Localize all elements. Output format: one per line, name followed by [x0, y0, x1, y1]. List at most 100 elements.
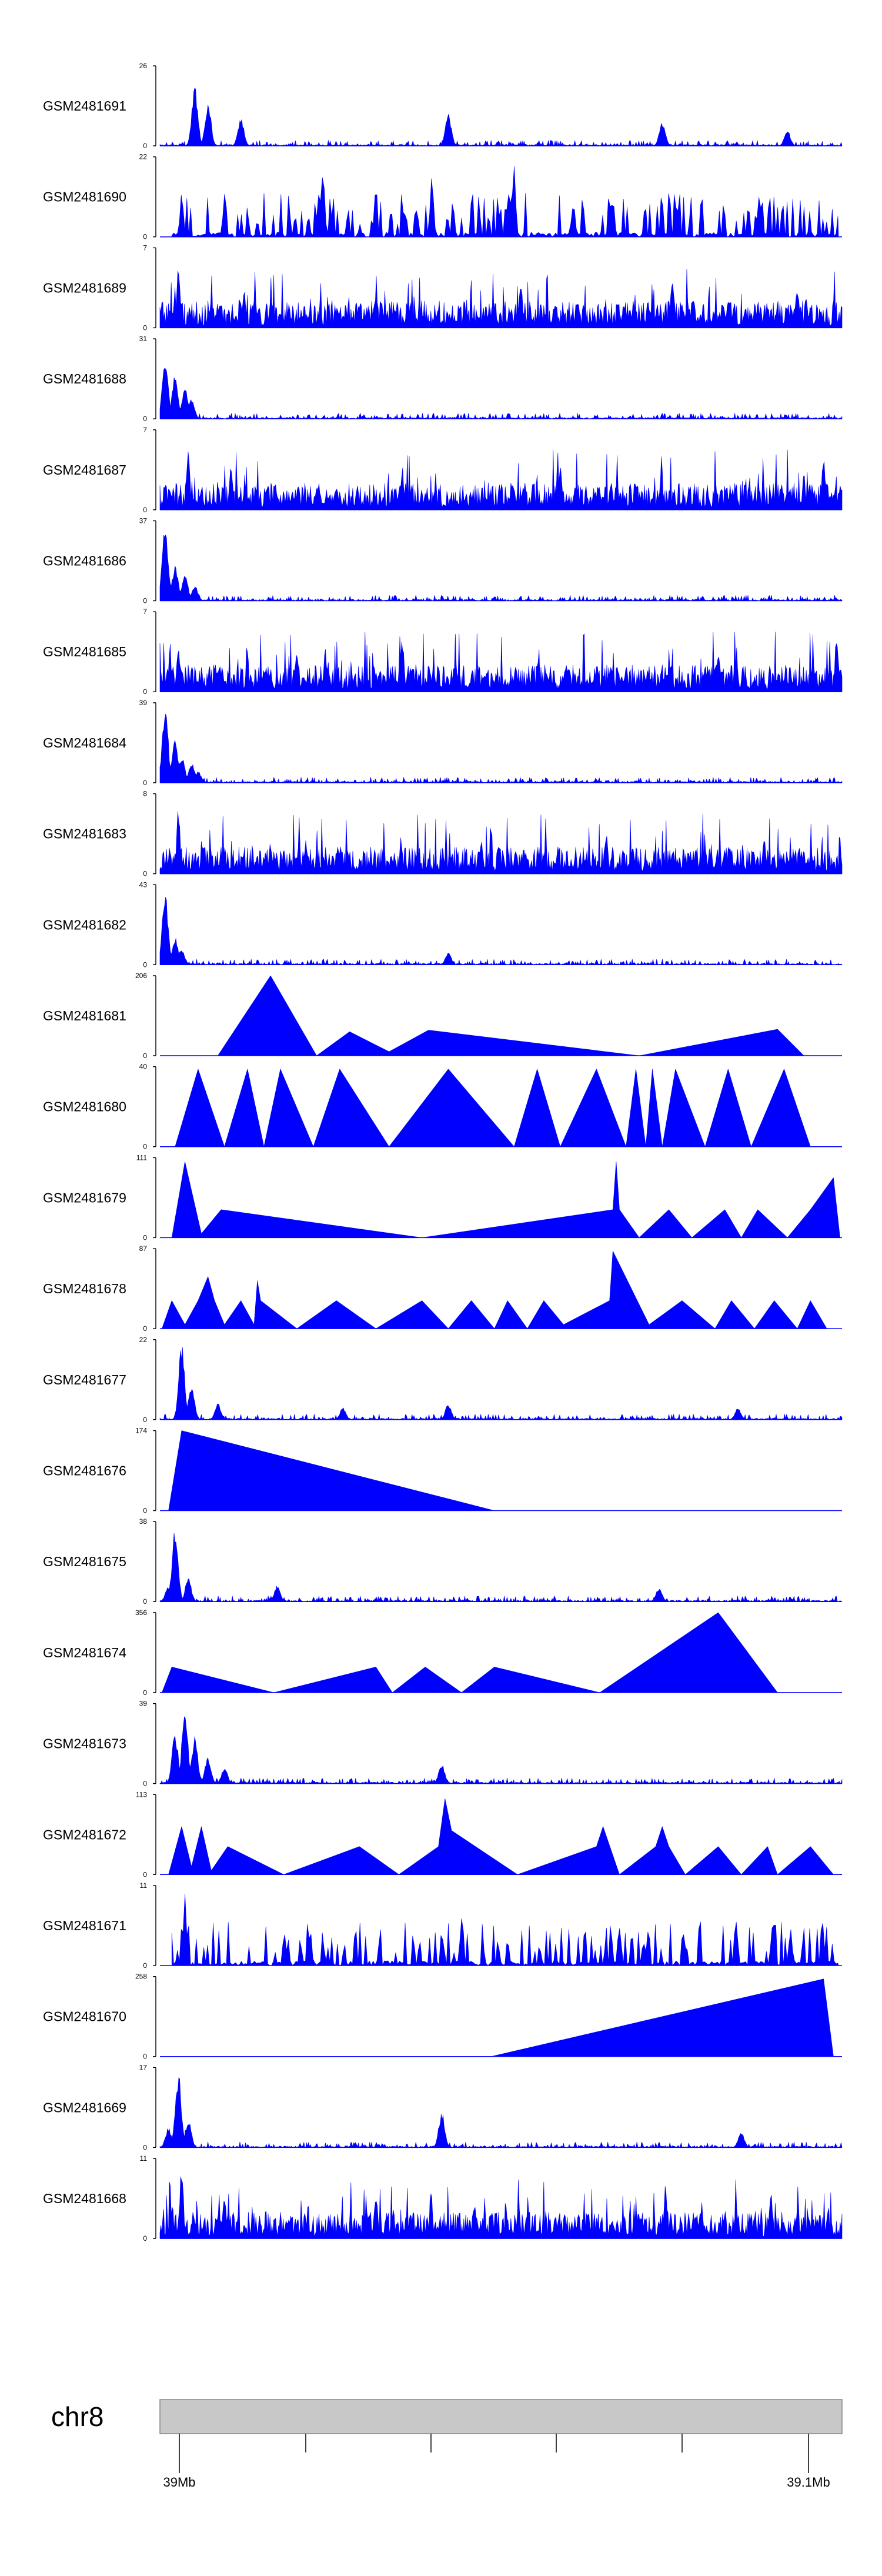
track-label: GSM2481678: [43, 1281, 126, 1296]
track-label: GSM2481687: [43, 462, 126, 478]
y-axis-max-label: 7: [143, 243, 147, 252]
y-axis-max-label: 38: [139, 1517, 148, 1526]
y-axis-max-label: 174: [135, 1427, 147, 1435]
track-signal-area: [159, 713, 843, 783]
y-axis-min-label: 0: [143, 142, 147, 150]
y-axis-min-label: 0: [143, 2234, 147, 2243]
y-axis-min-label: 0: [143, 688, 147, 696]
track-label: GSM2481684: [43, 735, 126, 750]
track-label: GSM2481686: [43, 553, 126, 569]
track-GSM2481676: GSM2481676 174 0: [43, 1427, 842, 1515]
track-GSM2481671: GSM2481671 11 0: [43, 1881, 842, 1970]
track-signal-area: [171, 1894, 839, 1966]
y-axis-max-label: 22: [139, 1336, 148, 1344]
track-signal-area: [159, 2176, 843, 2239]
y-axis-max-label: 113: [136, 1790, 147, 1798]
track-GSM2481687: GSM2481687 7 0: [43, 426, 843, 514]
chromosome-label: chr8: [51, 2401, 103, 2432]
track-label: GSM2481690: [43, 189, 126, 205]
y-axis-max-label: 26: [139, 62, 148, 70]
y-axis-max-label: 39: [139, 699, 148, 707]
y-axis-max-label: 39: [139, 1700, 148, 1708]
track-label: GSM2481675: [43, 1554, 126, 1569]
y-axis-max-label: 7: [143, 426, 147, 434]
y-axis-min-label: 0: [143, 1416, 147, 1424]
track-label: GSM2481681: [43, 1008, 126, 1023]
track-signal-area: [490, 1978, 834, 2057]
y-axis-min-label: 0: [143, 1233, 147, 1242]
position-tick-label: 39Mb: [163, 2475, 195, 2490]
tracks-layer: GSM2481691260GSM2481690220GSM248168970GS…: [43, 62, 843, 2243]
track-GSM2481688: GSM2481688 31 0: [43, 335, 843, 423]
y-axis-max-label: 31: [139, 335, 148, 343]
track-label: GSM2481677: [43, 1372, 126, 1387]
track-GSM2481690: GSM2481690 22 0: [43, 153, 842, 241]
y-axis-min-label: 0: [143, 1780, 147, 1788]
track-label: GSM2481685: [43, 644, 126, 659]
y-axis-max-label: 87: [139, 1244, 148, 1253]
track-signal-area: [171, 166, 839, 237]
track-GSM2481677: GSM2481677 22 0: [43, 1336, 843, 1424]
y-axis-min-label: 0: [143, 233, 147, 241]
track-label: GSM2481680: [43, 1099, 126, 1115]
track-GSM2481673: GSM2481673 39 0: [43, 1700, 843, 1788]
track-signal-area: [218, 975, 804, 1056]
y-axis-max-label: 43: [139, 880, 148, 889]
track-signal-area: [171, 1161, 840, 1238]
y-axis-min-label: 0: [143, 1870, 147, 1878]
track-signal-area: [162, 1250, 827, 1329]
y-axis-min-label: 0: [143, 1961, 147, 1970]
y-axis-max-label: 37: [139, 517, 148, 525]
track-signal-area: [159, 88, 843, 146]
track-signal-area: [175, 1069, 811, 1147]
track-label: GSM2481668: [43, 2191, 126, 2206]
track-signal-area: [162, 1612, 778, 1693]
track-label: GSM2481674: [43, 1645, 126, 1660]
track-GSM2481679: GSM2481679 111 0: [43, 1153, 842, 1242]
track-signal-area: [159, 368, 843, 419]
track-label: GSM2481671: [43, 1918, 126, 1933]
track-GSM2481684: GSM2481684 39 0: [43, 699, 843, 787]
track-label: GSM2481676: [43, 1463, 126, 1479]
track-GSM2481691: GSM2481691 26 0: [43, 62, 843, 150]
track-GSM2481686: GSM2481686 37 0: [43, 517, 843, 605]
track-signal-area: [159, 811, 843, 874]
y-axis-max-label: 17: [139, 2063, 148, 2071]
track-GSM2481682: GSM2481682 43 0: [43, 880, 843, 969]
y-axis-max-label: 206: [135, 972, 147, 980]
track-label: GSM2481679: [43, 1190, 126, 1205]
chromosome-ideogram: chr8 39Mb 39.1Mb: [51, 2399, 843, 2490]
y-axis-max-label: 22: [139, 153, 148, 161]
y-axis-max-label: 11: [140, 1881, 148, 1890]
y-axis-min-label: 0: [143, 960, 147, 969]
track-label: GSM2481689: [43, 280, 126, 295]
y-axis-min-label: 0: [143, 1143, 147, 1151]
chromosome-bar: [159, 2399, 843, 2434]
y-axis-max-label: 8: [143, 790, 147, 798]
y-axis-min-label: 0: [143, 1507, 147, 1515]
y-axis-max-label: 356: [135, 1609, 147, 1617]
y-axis-max-label: 111: [136, 1153, 148, 1162]
track-GSM2481670: GSM2481670 258 0: [43, 1973, 842, 2061]
track-label: GSM2481682: [43, 917, 126, 932]
y-axis-min-label: 0: [143, 2143, 147, 2151]
track-GSM2481685: GSM2481685 7 0: [43, 608, 843, 696]
y-axis-min-label: 0: [143, 323, 147, 332]
track-signal-area: [159, 1533, 843, 1602]
track-signal-area: [159, 449, 843, 510]
y-axis-max-label: 11: [140, 2154, 148, 2163]
track-signal-area: [168, 1798, 834, 1875]
track-label: GSM2481670: [43, 2009, 126, 2024]
track-signal-area: [159, 269, 843, 328]
y-axis-min-label: 0: [143, 1689, 147, 1697]
y-axis-min-label: 0: [143, 1597, 147, 1606]
track-label: GSM2481683: [43, 826, 126, 842]
y-axis-min-label: 0: [143, 779, 147, 787]
track-signal-area: [159, 535, 843, 601]
track-GSM2481683: GSM2481683 8 0: [43, 790, 843, 878]
track-GSM2481681: GSM2481681 206 0: [43, 972, 842, 1060]
y-axis-min-label: 0: [143, 597, 147, 605]
y-axis-min-label: 0: [143, 506, 147, 514]
y-axis-max-label: 258: [135, 1973, 147, 1981]
